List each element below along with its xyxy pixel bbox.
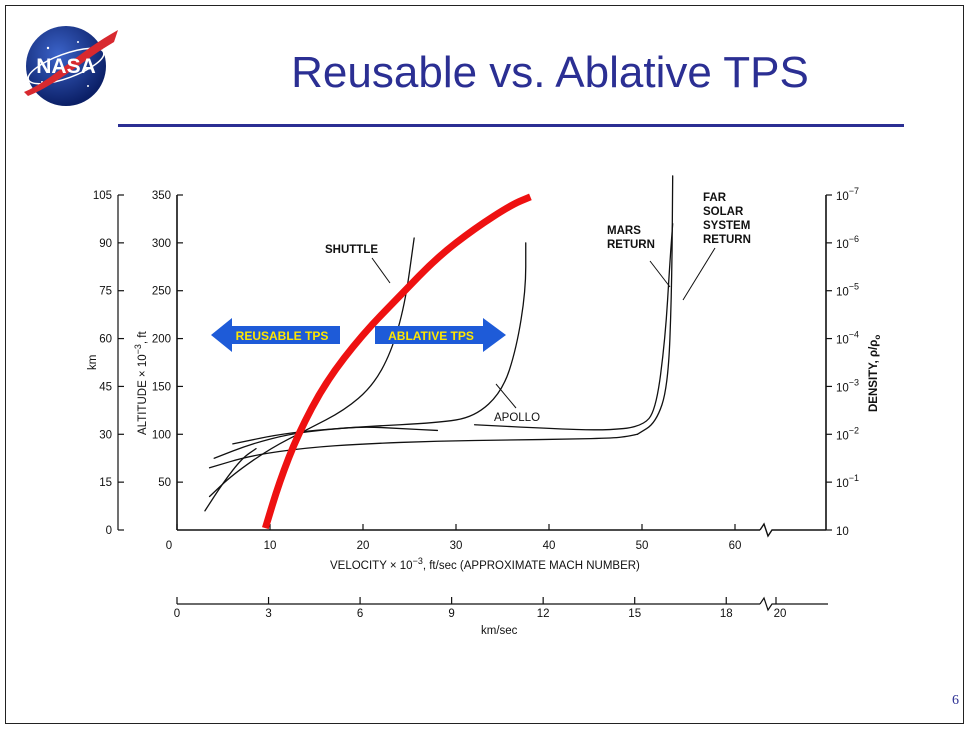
- x-axis-break: [759, 522, 826, 538]
- ft-y-tick-label: 150: [152, 381, 171, 393]
- density-tick-label: 10−7: [836, 186, 859, 203]
- trajectory-line-6: [636, 175, 674, 435]
- km-tick-label: 12: [537, 608, 550, 620]
- km-y-tick-label: 75: [99, 286, 112, 298]
- density-tick-label: 10−6: [836, 234, 859, 251]
- shuttle-label: SHUTTLE: [325, 244, 378, 256]
- ft-y-tick-label: 100: [152, 429, 171, 441]
- title-underline: [118, 124, 904, 127]
- far-label-2: SOLAR: [703, 206, 744, 218]
- reusable-tps-arrow: REUSABLE TPS: [211, 318, 340, 352]
- tps-boundary-curve: [262, 193, 532, 530]
- density-tick-label: 10: [836, 526, 849, 538]
- x-tick-label: 50: [636, 540, 649, 552]
- far-label-4: RETURN: [703, 234, 751, 246]
- apollo-label: APOLLO: [494, 412, 540, 424]
- tick-layer: 0 10 20 30 40 50 600 3 6 9 12 15 18 20015304560759010…: [93, 186, 859, 620]
- trajectory-line-0: [208, 237, 415, 498]
- x-axis-title: VELOCITY × 10−3, ft/sec (APPROXIMATE MAC…: [330, 556, 640, 572]
- slide-frame: [5, 5, 964, 724]
- km-y-tick-label: 30: [99, 429, 112, 441]
- density-tick-label: 10−5: [836, 282, 859, 299]
- mars-label-2: RETURN: [607, 239, 655, 251]
- km-y-tick-label: 0: [106, 525, 112, 537]
- x-tick-label: 20: [357, 540, 370, 552]
- ft-axis-title: ALTITUDE × 10−3, ft: [133, 331, 149, 435]
- km-tick-label: 18: [720, 608, 733, 620]
- km-y-tick-label: 105: [93, 190, 112, 202]
- far-label-3: SYSTEM: [703, 220, 750, 232]
- mars-label-1: MARS: [607, 225, 641, 237]
- density-axis-title: DENSITY, ρ/ρo: [868, 335, 882, 412]
- series-layer: [204, 175, 674, 530]
- ablative-tps-label: ABLATIVE TPS: [388, 329, 474, 343]
- km-tick-label: 15: [628, 608, 641, 620]
- trajectory-line-1: [204, 447, 257, 512]
- x-tick-label: 10: [264, 540, 277, 552]
- km-tick-label: 20: [774, 608, 787, 620]
- trajectory-line-2: [213, 426, 439, 459]
- ablative-tps-arrow: ABLATIVE TPS: [375, 318, 506, 352]
- page-number: 6: [952, 693, 959, 708]
- km-y-tick-label: 60: [99, 334, 112, 346]
- density-tick-label: 10−4: [836, 330, 859, 347]
- svg-text:NASA: NASA: [36, 55, 96, 78]
- trajectory-line-3: [232, 242, 527, 445]
- km-axis-title: km: [87, 355, 99, 370]
- km-tick-label: 9: [448, 608, 454, 620]
- ft-y-tick-label: 350: [152, 190, 171, 202]
- ft-y-tick-label: 50: [158, 477, 171, 489]
- density-tick-label: 10−2: [836, 425, 859, 442]
- ft-y-tick-label: 300: [152, 238, 171, 250]
- density-tick-label: 10−1: [836, 473, 859, 490]
- x-tick-label: 40: [543, 540, 556, 552]
- km-y-tick-label: 90: [99, 238, 112, 250]
- km-tick-label: 6: [357, 608, 363, 620]
- x-tick-label: 30: [450, 540, 463, 552]
- trajectory-line-4: [208, 433, 638, 469]
- km-tick-label: 0: [174, 608, 180, 620]
- far-label-1: FAR: [703, 192, 727, 204]
- km-y-tick-label: 15: [99, 477, 112, 489]
- x-tick-label: 0: [166, 540, 172, 552]
- x-tick-label: 60: [729, 540, 742, 552]
- nasa-logo: NASA: [24, 26, 118, 106]
- ft-y-tick-label: 200: [152, 334, 171, 346]
- reusable-tps-label: REUSABLE TPS: [236, 329, 329, 343]
- km-y-tick-label: 45: [99, 381, 112, 393]
- density-tick-label: 10−3: [836, 377, 859, 394]
- km-tick-label: 3: [265, 608, 271, 620]
- trajectory-line-5: [473, 223, 674, 431]
- ft-y-tick-label: 250: [152, 286, 171, 298]
- kmsec-axis-title: km/sec: [481, 625, 518, 637]
- slide-title: Reusable vs. Ablative TPS: [291, 48, 809, 97]
